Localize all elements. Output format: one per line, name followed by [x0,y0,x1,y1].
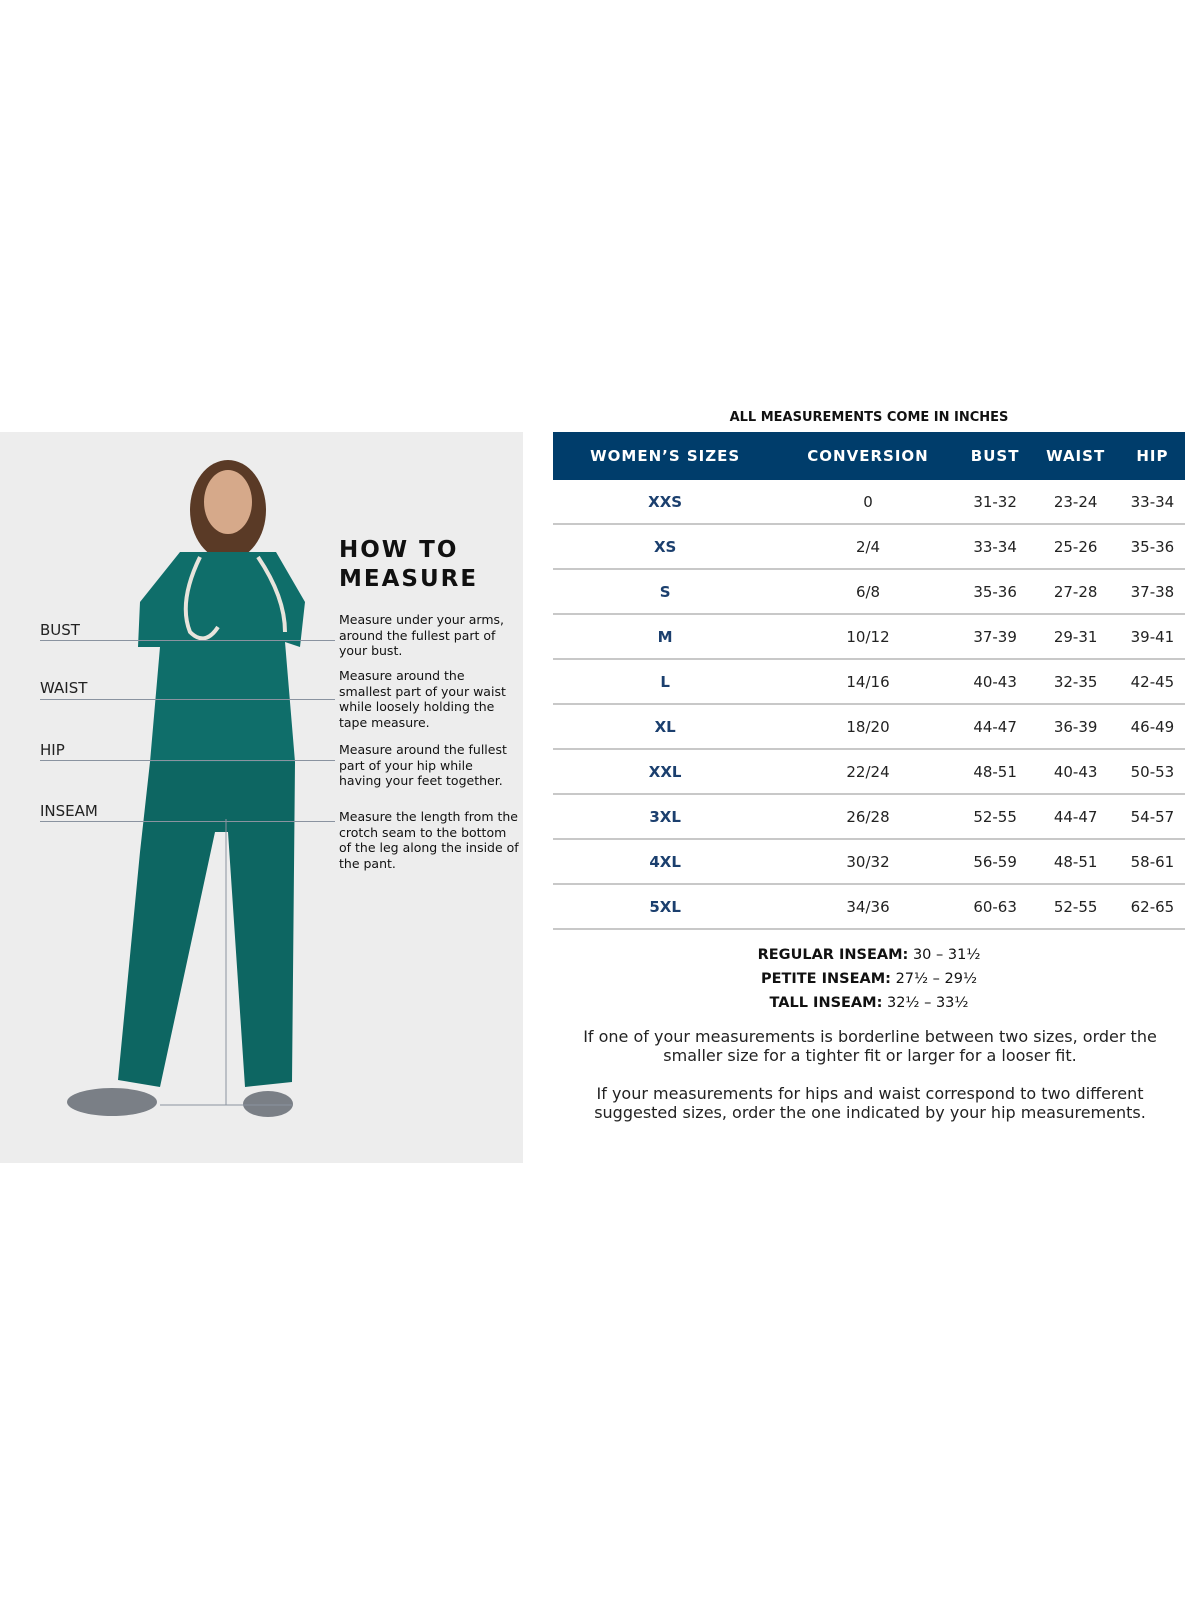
cell-size: XL [553,704,778,750]
table-row: S 6/8 35-36 27-28 37-38 [553,569,1185,615]
petite-inseam-label: PETITE INSEAM: [760,971,891,987]
cell-hip: 39-41 [1119,614,1185,660]
cell-conversion: 30/32 [777,839,959,885]
borderline-note: If one of your measurements is borderlin… [583,1027,1157,1065]
cell-hip: 62-65 [1119,884,1185,930]
table-row: XL 18/20 44-47 36-39 46-49 [553,704,1185,750]
petite-inseam: PETITE INSEAM: 27½ – 29½ [553,971,1185,987]
cell-hip: 58-61 [1119,839,1185,885]
scrub-top [138,552,305,762]
cell-size: M [553,614,778,660]
cell-waist: 29-31 [1031,614,1120,660]
cell-waist: 25-26 [1031,524,1120,570]
shoe-right [243,1091,293,1117]
petite-inseam-value: 27½ – 29½ [895,971,978,987]
header-sizes: WOMEN’S SIZES [553,432,778,480]
bust-label: BUST [40,621,80,639]
header-waist: WAIST [1031,432,1120,480]
cell-waist: 44-47 [1031,794,1120,840]
bust-line [40,640,335,641]
table-row: M 10/12 37-39 29-31 39-41 [553,614,1185,660]
waist-line [40,699,335,700]
regular-inseam: REGULAR INSEAM: 30 – 31½ [553,947,1185,963]
how-to-measure-title: HOW TO MEASURE [339,537,479,592]
cell-hip: 33-34 [1119,480,1185,525]
table-row: 4XL 30/32 56-59 48-51 58-61 [553,839,1185,885]
table-row: XXS 0 31-32 23-24 33-34 [553,480,1185,525]
cell-bust: 37-39 [958,614,1032,660]
cell-waist: 23-24 [1031,480,1120,525]
cell-hip: 50-53 [1119,749,1185,795]
model-figure [67,460,305,1117]
cell-conversion: 6/8 [777,569,959,615]
cell-waist: 52-55 [1031,884,1120,930]
cell-hip: 54-57 [1119,794,1185,840]
header-conversion: CONVERSION [777,432,959,480]
tall-inseam: TALL INSEAM: 32½ – 33½ [553,995,1185,1011]
cell-size: 5XL [553,884,778,930]
header-bust: BUST [958,432,1032,480]
cell-waist: 40-43 [1031,749,1120,795]
cell-conversion: 0 [777,480,959,525]
bust-description: Measure under your arms, around the full… [339,612,505,658]
cell-conversion: 34/36 [777,884,959,930]
tall-inseam-value: 32½ – 33½ [886,995,969,1011]
table-row: 5XL 34/36 60-63 52-55 62-65 [553,884,1185,930]
cell-size: 3XL [553,794,778,840]
cell-bust: 35-36 [958,569,1032,615]
table-header-row: WOMEN’S SIZES CONVERSION BUST WAIST HIP [553,432,1185,480]
cell-conversion: 22/24 [777,749,959,795]
cell-bust: 44-47 [958,704,1032,750]
hip-waist-note: If your measurements for hips and waist … [594,1084,1146,1122]
cell-bust: 52-55 [958,794,1032,840]
cell-size: S [553,569,778,615]
tall-inseam-label: TALL INSEAM: [769,995,883,1011]
cell-bust: 40-43 [958,659,1032,705]
cell-size: XXS [553,480,778,525]
model-face [204,470,252,534]
cell-bust: 60-63 [958,884,1032,930]
table-row: 3XL 26/28 52-55 44-47 54-57 [553,794,1185,840]
waist-description: Measure around the smallest part of your… [339,668,506,730]
size-chart-table: WOMEN’S SIZES CONVERSION BUST WAIST HIP … [553,432,1185,930]
cell-hip: 46-49 [1119,704,1185,750]
cell-size: L [553,659,778,705]
cell-waist: 27-28 [1031,569,1120,615]
inseam-description: Measure the length from the crotch seam … [339,809,519,871]
hip-description: Measure around the fullest part of your … [339,742,507,788]
hip-line [40,760,335,761]
scrub-pants [118,762,295,1087]
cell-waist: 36-39 [1031,704,1120,750]
cell-size: 4XL [553,839,778,885]
shoe-left [67,1088,157,1116]
inseam-label: INSEAM [40,802,98,820]
cell-conversion: 18/20 [777,704,959,750]
cell-bust: 33-34 [958,524,1032,570]
table-row: XS 2/4 33-34 25-26 35-36 [553,524,1185,570]
cell-size: XXL [553,749,778,795]
cell-bust: 31-32 [958,480,1032,525]
regular-inseam-value: 30 – 31½ [912,947,981,963]
waist-label: WAIST [40,679,88,697]
stethoscope [183,555,287,641]
cell-conversion: 10/12 [777,614,959,660]
cell-bust: 48-51 [958,749,1032,795]
cell-hip: 42-45 [1119,659,1185,705]
cell-hip: 35-36 [1119,524,1185,570]
table-row: XXL 22/24 48-51 40-43 50-53 [553,749,1185,795]
hip-label: HIP [40,741,65,759]
cell-conversion: 2/4 [777,524,959,570]
cell-conversion: 14/16 [777,659,959,705]
cell-conversion: 26/28 [777,794,959,840]
cell-size: XS [553,524,778,570]
cell-hip: 37-38 [1119,569,1185,615]
header-hip: HIP [1119,432,1185,480]
inseam-line [40,821,335,822]
cell-waist: 48-51 [1031,839,1120,885]
cell-bust: 56-59 [958,839,1032,885]
measurements-caption: ALL MEASUREMENTS COME IN INCHES [729,410,1009,425]
regular-inseam-label: REGULAR INSEAM: [757,947,909,963]
table-row: L 14/16 40-43 32-35 42-45 [553,659,1185,705]
cell-waist: 32-35 [1031,659,1120,705]
